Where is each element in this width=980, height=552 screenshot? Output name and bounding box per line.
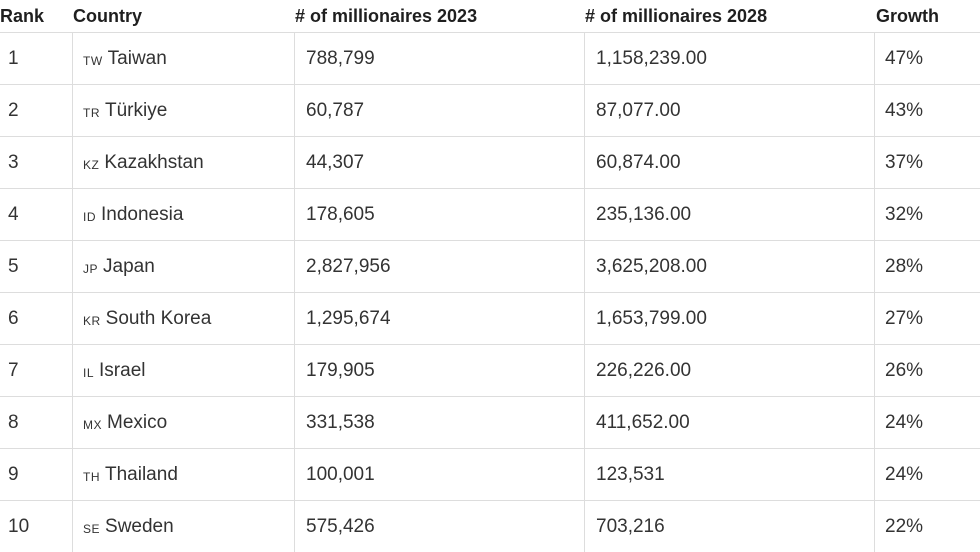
millionaires-2028-cell: 123,531: [584, 449, 874, 500]
country-name: South Korea: [105, 307, 212, 329]
growth-cell: 37%: [874, 137, 980, 188]
growth-cell: 28%: [874, 241, 980, 292]
country-name: Indonesia: [101, 203, 184, 225]
table-body: 1 TW Taiwan 788,799 1,158,239.00 47% 2 TR Türkiy…: [0, 32, 980, 552]
country-cell: ID Indonesia: [72, 189, 294, 240]
country-code: TR: [83, 105, 100, 120]
millionaires-2028-cell: 703,216: [584, 501, 874, 552]
country-code: TH: [83, 469, 100, 484]
country-name: Israel: [99, 359, 146, 381]
country-code: SE: [83, 521, 101, 536]
country-code: ID: [83, 209, 96, 224]
growth-cell: 27%: [874, 293, 980, 344]
rank-cell: 7: [8, 359, 19, 381]
table-row: 9 TH Thailand 100,001 123,531 24%: [0, 448, 980, 500]
growth-cell: 43%: [874, 85, 980, 136]
table-header: Rank Country # of millionaires 2023 # of…: [0, 0, 980, 32]
millionaires-2028-cell: 87,077.00: [584, 85, 874, 136]
table-row: 6 KR South Korea 1,295,674 1,653,799.00 27%: [0, 292, 980, 344]
country-cell: SE Sweden: [72, 501, 294, 552]
header-rank: Rank: [0, 5, 45, 26]
country-cell: TW Taiwan: [72, 33, 294, 84]
rank-cell: 1: [8, 47, 19, 69]
millionaires-2028-cell: 3,625,208.00: [584, 241, 874, 292]
country-code: JP: [83, 261, 99, 276]
millionaires-2023-cell: 575,426: [294, 501, 584, 552]
millionaires-2023-cell: 178,605: [294, 189, 584, 240]
country-code: TW: [83, 53, 103, 68]
millionaires-2028-cell: 1,158,239.00: [584, 33, 874, 84]
table-row: 4 ID Indonesia 178,605 235,136.00 32%: [0, 188, 980, 240]
millionaires-2028-cell: 226,226.00: [584, 345, 874, 396]
country-name: Kazakhstan: [104, 151, 204, 173]
country-cell: TH Thailand: [72, 449, 294, 500]
country-name: Mexico: [107, 411, 168, 433]
rank-cell: 2: [8, 99, 19, 121]
table-row: 7 IL Israel 179,905 226,226.00 26%: [0, 344, 980, 396]
country-cell: MX Mexico: [72, 397, 294, 448]
millionaires-2023-cell: 331,538: [294, 397, 584, 448]
millionaires-2028-cell: 235,136.00: [584, 189, 874, 240]
country-name: Taiwan: [107, 47, 167, 69]
millionaires-2023-cell: 100,001: [294, 449, 584, 500]
table-row: 10 SE Sweden 575,426 703,216 22%: [0, 500, 980, 552]
country-code: IL: [83, 365, 95, 380]
country-cell: KR South Korea: [72, 293, 294, 344]
table-row: 1 TW Taiwan 788,799 1,158,239.00 47%: [0, 32, 980, 84]
table-row: 3 KZ Kazakhstan 44,307 60,874.00 37%: [0, 136, 980, 188]
country-name: Türkiye: [105, 99, 168, 121]
header-millionaires-2028: # of millionaires 2028: [585, 5, 768, 26]
millionaires-2023-cell: 44,307: [294, 137, 584, 188]
country-name: Japan: [103, 255, 155, 277]
growth-cell: 26%: [874, 345, 980, 396]
growth-cell: 47%: [874, 33, 980, 84]
millionaires-2028-cell: 1,653,799.00: [584, 293, 874, 344]
table-row: 2 TR Türkiye 60,787 87,077.00 43%: [0, 84, 980, 136]
rank-cell: 4: [8, 203, 19, 225]
country-name: Sweden: [105, 515, 174, 537]
millionaires-2023-cell: 179,905: [294, 345, 584, 396]
country-code: KZ: [83, 157, 100, 172]
millionaires-2023-cell: 788,799: [294, 33, 584, 84]
header-country: Country: [73, 5, 142, 26]
millionaires-2023-cell: 1,295,674: [294, 293, 584, 344]
rank-cell: 6: [8, 307, 19, 329]
growth-cell: 24%: [874, 449, 980, 500]
country-cell: IL Israel: [72, 345, 294, 396]
rank-cell: 3: [8, 151, 19, 173]
millionaires-2023-cell: 2,827,956: [294, 241, 584, 292]
header-growth: Growth: [876, 5, 939, 26]
growth-cell: 24%: [874, 397, 980, 448]
table-row: 8 MX Mexico 331,538 411,652.00 24%: [0, 396, 980, 448]
country-code: KR: [83, 313, 101, 328]
country-cell: KZ Kazakhstan: [72, 137, 294, 188]
rank-cell: 8: [8, 411, 19, 433]
millionaires-2028-cell: 411,652.00: [584, 397, 874, 448]
rank-cell: 5: [8, 255, 19, 277]
growth-cell: 22%: [874, 501, 980, 552]
growth-cell: 32%: [874, 189, 980, 240]
header-millionaires-2023: # of millionaires 2023: [295, 5, 478, 26]
rank-cell: 10: [8, 515, 30, 537]
country-cell: TR Türkiye: [72, 85, 294, 136]
rank-cell: 9: [8, 463, 19, 485]
country-cell: JP Japan: [72, 241, 294, 292]
country-name: Thailand: [105, 463, 178, 485]
millionaires-2028-cell: 60,874.00: [584, 137, 874, 188]
country-code: MX: [83, 417, 102, 432]
table-row: 5 JP Japan 2,827,956 3,625,208.00 28%: [0, 240, 980, 292]
millionaires-2023-cell: 60,787: [294, 85, 584, 136]
